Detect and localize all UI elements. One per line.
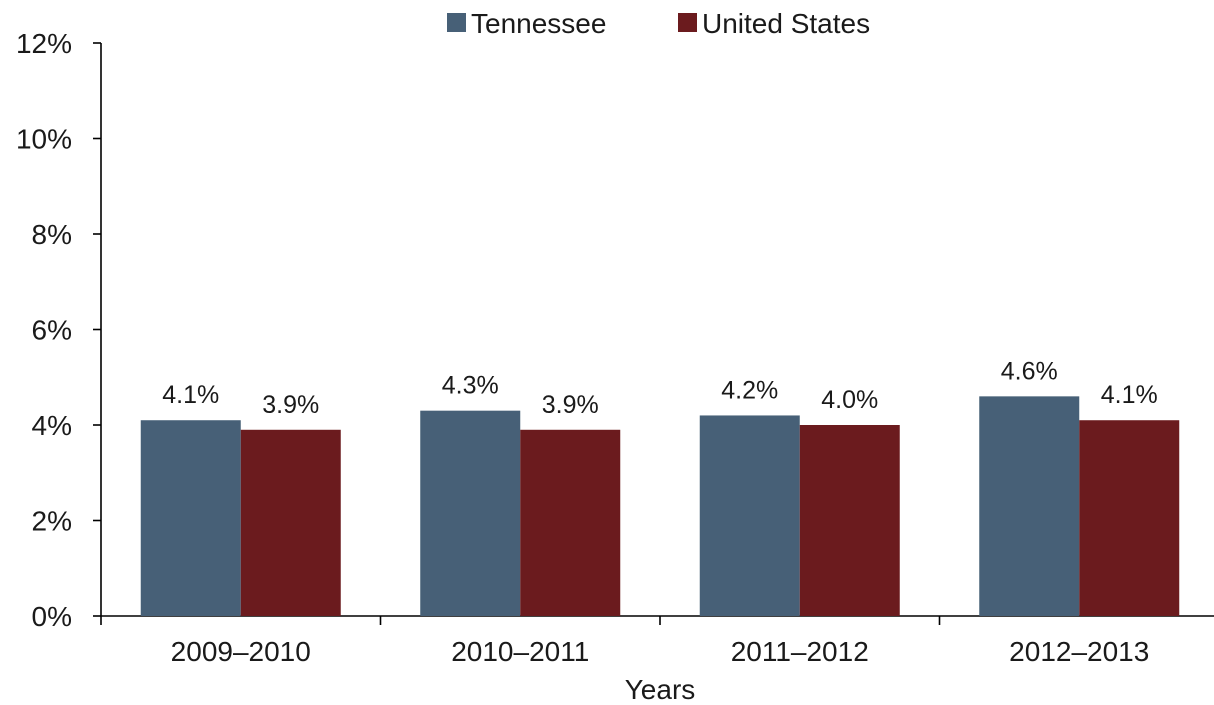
data-label: 4.3%	[442, 372, 499, 400]
bar-tennessee	[420, 410, 521, 616]
data-label: 4.1%	[162, 381, 219, 409]
x-axis: 2009–2010 2010–2011 2011–2012 2012–2013 Year…	[100, 615, 1214, 705]
y-tick-label: 2%	[32, 506, 72, 537]
y-tick-label: 10%	[16, 124, 72, 155]
data-label: 4.2%	[721, 376, 778, 404]
bar-tennessee	[699, 415, 800, 616]
x-tick-label: 2010–2011	[451, 636, 589, 667]
legend: Tennessee United States	[447, 8, 870, 39]
y-tick-label: 0%	[32, 601, 72, 632]
data-label: 3.9%	[542, 391, 599, 419]
y-tick-label: 4%	[32, 410, 72, 441]
legend-label: Tennessee	[471, 8, 606, 39]
data-label: 4.6%	[1001, 357, 1058, 385]
data-label: 4.0%	[821, 386, 878, 414]
bar-united-states	[1079, 420, 1180, 616]
y-tick-label: 8%	[32, 219, 72, 250]
bar-united-states	[520, 429, 621, 616]
legend-swatch	[447, 13, 466, 32]
bar-united-states	[240, 429, 341, 616]
bar-tennessee	[979, 396, 1080, 616]
y-tick-label: 6%	[32, 315, 72, 346]
legend-swatch	[678, 13, 697, 32]
legend-label: United States	[702, 8, 870, 39]
x-tick-label: 2009–2010	[171, 636, 311, 667]
data-labels: 4.1% 3.9% 4.3% 3.9% 4.2% 4.0% 4.6% 4.1%	[162, 357, 1157, 418]
bar-united-states	[799, 425, 900, 616]
x-tick-label: 2011–2012	[731, 636, 869, 667]
data-label: 3.9%	[262, 391, 319, 419]
data-label: 4.1%	[1101, 381, 1158, 409]
y-axis: 0% 2% 4% 6% 8% 10% 12%	[16, 28, 102, 632]
y-tick-label: 12%	[16, 28, 72, 59]
bar-tennessee	[140, 420, 241, 616]
bar-group	[140, 396, 1180, 616]
x-tick-label: 2012–2013	[1009, 636, 1149, 667]
x-axis-title: Years	[625, 674, 696, 705]
